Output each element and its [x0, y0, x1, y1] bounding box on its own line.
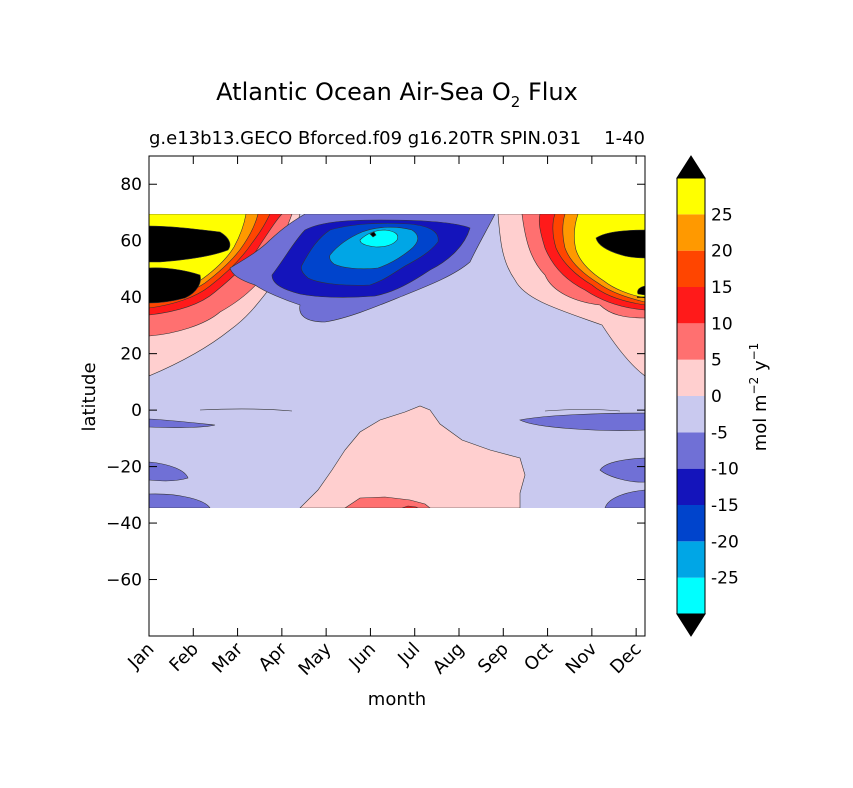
- colorbar-segment: [677, 577, 705, 614]
- region-neg30-neg25-north: [359, 229, 399, 248]
- region-neg10-neg5-se1: [599, 457, 645, 483]
- x-tick-label: Nov: [562, 638, 602, 678]
- colorbar-tick-label: 25: [711, 205, 733, 225]
- colorbar-segment: [677, 468, 705, 505]
- region-over-nw-b: [149, 267, 201, 304]
- region-neg10-neg5-eq-left: [149, 418, 216, 428]
- colorbar-segment: [677, 287, 705, 324]
- x-tick-label: Sep: [474, 639, 513, 678]
- x-tick-label: May: [295, 638, 336, 679]
- colorbar-tick-label: -10: [711, 460, 739, 480]
- y-tick-label: −20: [106, 458, 142, 478]
- colorbar-segment: [677, 505, 705, 542]
- colorbar-tick-label: 0: [711, 387, 722, 407]
- colorbar-tick-label: -5: [711, 423, 728, 443]
- chart-title: Atlantic Ocean Air-Sea O2 Flux: [216, 78, 578, 111]
- colorbar-tick-label: 5: [711, 351, 722, 371]
- chart-subtitle-left: g.e13b13.GECO Bforced.f09 g16.20TR SPIN.…: [149, 128, 581, 149]
- x-tick-label: Feb: [165, 639, 202, 676]
- region-5-10-south: [344, 496, 431, 508]
- y-axis: 80 60 40 20 0 −20 −40 −60: [106, 175, 645, 591]
- y-tick-label: 40: [120, 288, 142, 308]
- colorbar-tick-label: -20: [711, 532, 739, 552]
- contour-field: [149, 214, 645, 508]
- colorbar-tick-label: -15: [711, 496, 739, 516]
- plot-frame: [148, 155, 646, 637]
- x-tick-label: Dec: [606, 639, 645, 678]
- y-axis-label: latitude: [79, 362, 100, 431]
- x-tick-label: Jun: [345, 639, 380, 674]
- y-tick-label: 0: [131, 401, 142, 421]
- region-over-nw-a: [149, 225, 231, 263]
- colorbar-tick-label: 10: [711, 314, 733, 334]
- y-tick-label: −60: [106, 571, 142, 591]
- region-neg10-neg5-se2: [604, 489, 645, 508]
- colorbar-frame: [676, 177, 706, 615]
- colorbar-label: mol m−2 y−1: [747, 343, 771, 452]
- x-tick-label: Jul: [393, 639, 424, 670]
- region-under-north: [369, 231, 377, 238]
- colorbar-segment: [677, 432, 705, 469]
- region-neg10-neg5-sw2: [149, 493, 211, 508]
- colorbar-segment: [677, 250, 705, 287]
- x-tick-label: Mar: [208, 638, 247, 677]
- colorbar-segment: [677, 323, 705, 360]
- x-axis-label: month: [368, 689, 426, 710]
- x-tick-label: Apr: [255, 638, 292, 675]
- x-tick-label: Aug: [429, 639, 469, 679]
- colorbar-ticks: 25 20 15 10 5 0 -5 -10 -15 -20 -25: [711, 205, 739, 588]
- chart-subtitle-right: 1-40: [604, 128, 645, 149]
- colorbar-segment: [677, 541, 705, 578]
- region-neg10-neg5-sw1: [149, 461, 189, 482]
- colorbar-tick-label: -25: [711, 569, 739, 589]
- colorbar-segment: [677, 178, 705, 215]
- region-neg10-neg5-eq-right: [519, 412, 645, 431]
- colorbar-tick-label: 20: [711, 242, 733, 262]
- region-over-ne-b: [637, 285, 645, 296]
- y-tick-label: 60: [120, 232, 142, 252]
- colorbar-tick-label: 15: [711, 278, 733, 298]
- region-over-ne-a: [595, 229, 645, 259]
- contour-line-eq-right: [544, 409, 621, 412]
- colorbar-over-extension: [676, 155, 706, 179]
- region-10-15-south: [401, 505, 419, 508]
- y-tick-label: 20: [120, 345, 142, 365]
- colorbar-under-extension: [676, 613, 706, 637]
- y-tick-label: −40: [106, 514, 142, 534]
- region-0-5-south: [299, 405, 526, 508]
- colorbar: [676, 155, 706, 637]
- contour-line-eq-left: [199, 408, 293, 412]
- colorbar-segment: [677, 214, 705, 251]
- x-tick-label: Jan: [123, 639, 158, 674]
- colorbar-segment: [677, 359, 705, 396]
- colorbar-segment: [677, 396, 705, 433]
- y-tick-label: 80: [120, 175, 142, 195]
- x-tick-label: Oct: [520, 639, 557, 676]
